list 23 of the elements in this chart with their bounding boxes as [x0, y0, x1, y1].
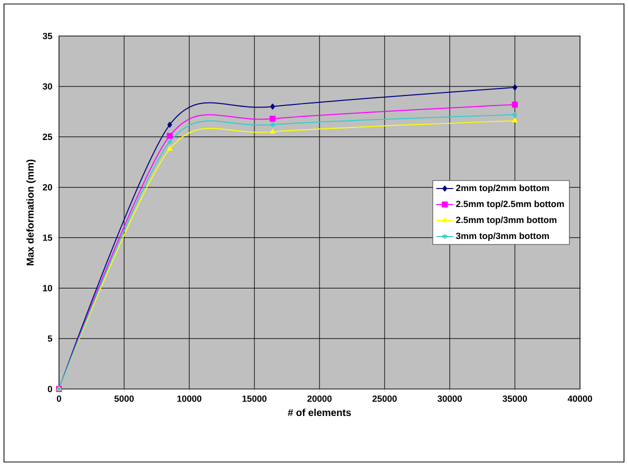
y-axis-title: Max deformation (mm): [26, 160, 36, 266]
x-tick-label: 5000: [114, 396, 134, 402]
x-tick-label: 30000: [437, 396, 462, 402]
y-tick-label: 25: [42, 134, 52, 140]
x-tick-label: 25000: [372, 396, 397, 402]
x-tick-label: 35000: [502, 396, 527, 402]
y-tick-label: 5: [48, 335, 52, 342]
y-tick-label: 15: [43, 234, 52, 241]
y-tick-label: 0: [48, 386, 52, 392]
legend-label: 2.5mm top/2.5mm bottom: [456, 200, 564, 209]
x-tick-label: 15000: [242, 396, 266, 402]
y-tick-label: 30: [42, 83, 52, 90]
x-tick-label: 0: [56, 396, 62, 402]
y-tick-label: 20: [42, 184, 52, 190]
y-tick-label: 35: [42, 32, 52, 40]
x-axis-title: # of elements: [288, 408, 351, 416]
x-tick-label: 10000: [177, 396, 202, 402]
x-tick-label: 40000: [568, 396, 592, 402]
legend-label: 3mm top/3mm bottom: [456, 232, 549, 241]
x-tick-label: 20000: [307, 396, 332, 402]
y-tick-label: 10: [43, 284, 52, 292]
legend-label: 2mm top/2mm bottom: [456, 184, 549, 193]
legend-label: 2.5mm top/3mm bottom: [456, 216, 556, 225]
